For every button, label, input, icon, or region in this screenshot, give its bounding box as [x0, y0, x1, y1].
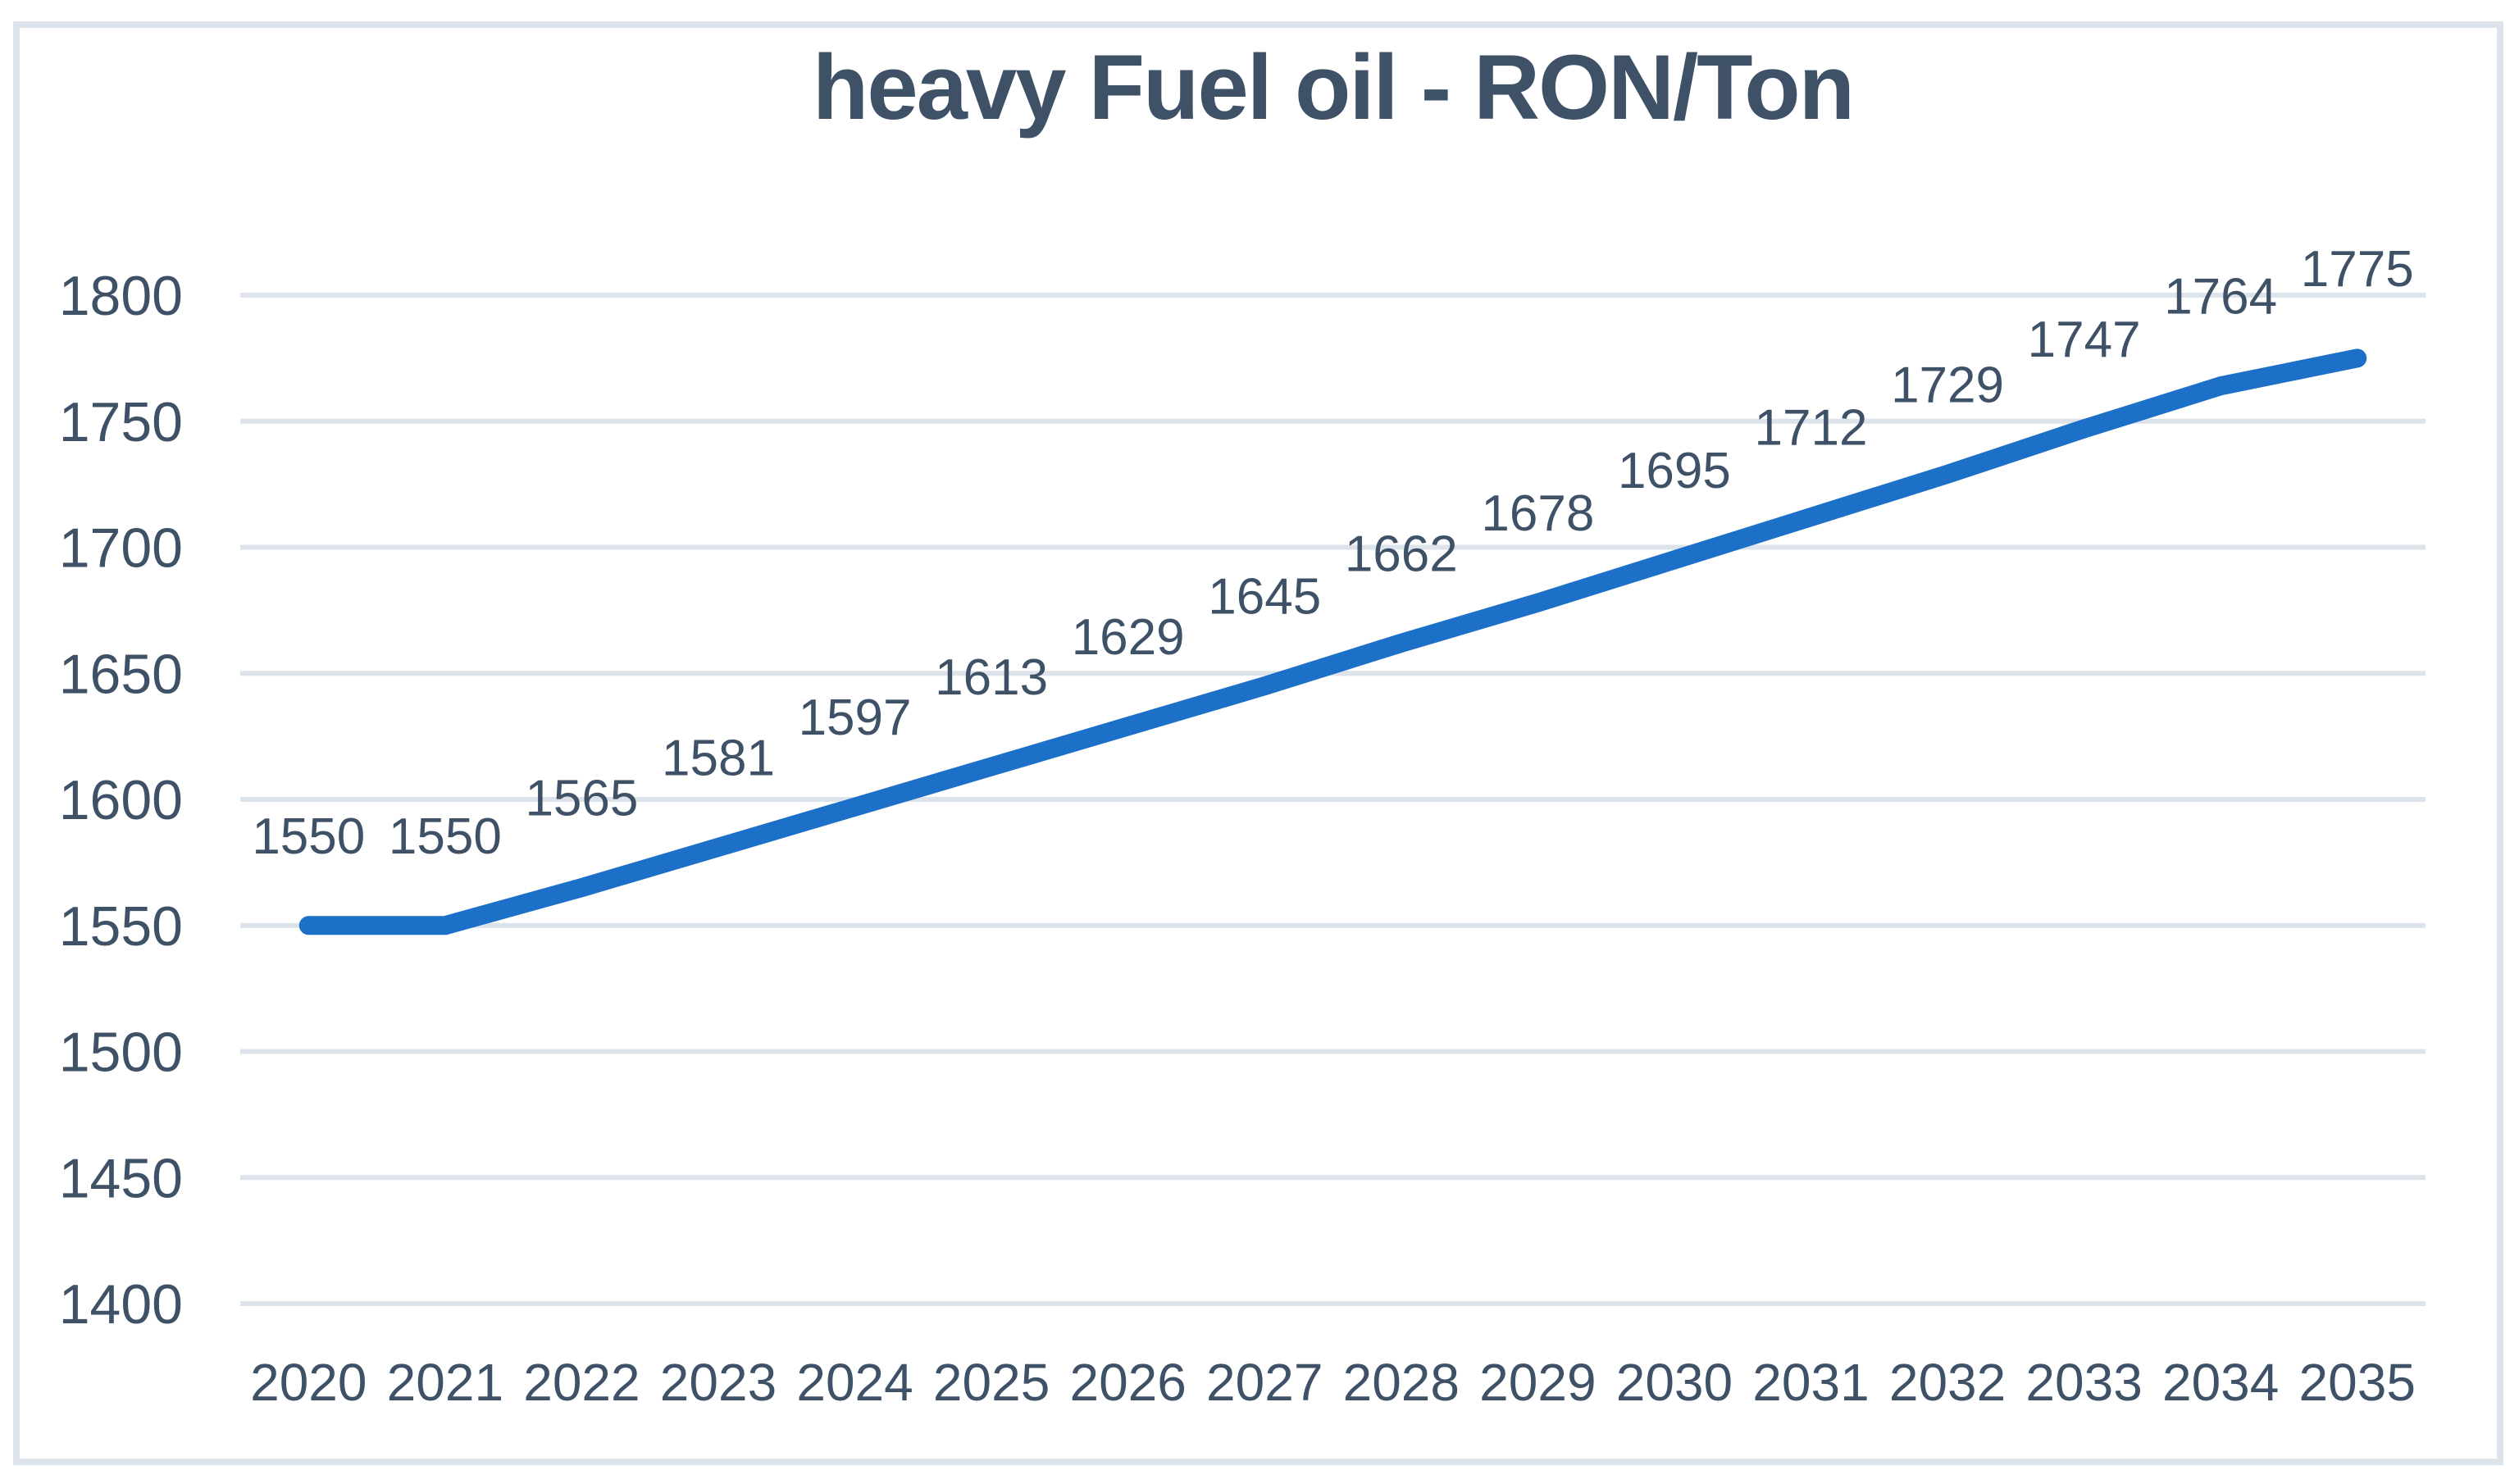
- data-point-label: 1695: [1618, 443, 1731, 499]
- data-point-label: 1550: [389, 808, 502, 865]
- x-tick-label: 2021: [387, 1353, 503, 1412]
- data-point-label: 1581: [662, 730, 775, 786]
- x-tick-label: 2026: [1069, 1353, 1186, 1412]
- data-point-label: 1662: [1345, 526, 1458, 582]
- x-tick-label: 2035: [2299, 1353, 2416, 1412]
- x-tick-label: 2029: [1479, 1353, 1596, 1412]
- data-point-label: 1712: [1755, 400, 1868, 457]
- x-tick-label: 2025: [933, 1353, 1050, 1412]
- x-tick-label: 2022: [523, 1353, 640, 1412]
- x-tick-label: 2027: [1206, 1353, 1323, 1412]
- gridlines-group: [240, 293, 2426, 1306]
- data-point-label: 1678: [1481, 485, 1594, 542]
- y-axis-tick-labels: 1800 1750 1700 1650 1600 1550 1500 1450 1400: [59, 265, 183, 1336]
- data-point-label: 1729: [1891, 357, 2004, 413]
- x-tick-label: 2031: [1752, 1353, 1869, 1412]
- x-tick-label: 2033: [2025, 1353, 2142, 1412]
- data-point-label: 1613: [935, 649, 1048, 706]
- data-labels-group: 1550 1550 1565 1581 1597 1613 1629 1645 1662 1678…: [252, 241, 2413, 865]
- data-point-label: 1775: [2301, 241, 2414, 298]
- data-point-label: 1747: [2028, 312, 2141, 368]
- data-point-label: 1565: [525, 771, 638, 827]
- y-tick-label: 1550: [59, 895, 183, 958]
- y-tick-label: 1450: [59, 1147, 183, 1209]
- y-tick-label: 1800: [59, 265, 183, 327]
- x-tick-label: 2023: [660, 1353, 777, 1412]
- chart-title: heavy Fuel oil - RON/Ton: [812, 36, 1855, 139]
- x-tick-label: 2034: [2162, 1353, 2279, 1412]
- data-point-label: 1629: [1072, 609, 1185, 666]
- x-tick-label: 2024: [796, 1353, 913, 1412]
- x-tick-label: 2020: [250, 1353, 367, 1412]
- x-tick-label: 2032: [1889, 1353, 2006, 1412]
- series-line: [298, 348, 2367, 935]
- data-point-label: 1645: [1208, 569, 1321, 626]
- data-point-label: 1597: [799, 690, 912, 746]
- y-tick-label: 1700: [59, 517, 183, 580]
- x-axis-tick-labels: 2020 2021 2022 2023 2024 2025 2026 2027 2028 2029…: [250, 1353, 2416, 1412]
- x-tick-label: 2030: [1616, 1353, 1733, 1412]
- y-tick-label: 1600: [59, 769, 183, 831]
- y-tick-label: 1650: [59, 643, 183, 705]
- x-tick-label: 2028: [1343, 1353, 1460, 1412]
- data-point-label: 1550: [252, 808, 365, 865]
- y-tick-label: 1750: [59, 391, 183, 453]
- data-point-label: 1764: [2164, 269, 2277, 325]
- y-tick-label: 1400: [59, 1273, 183, 1336]
- data-series-group: [298, 348, 2367, 935]
- y-tick-label: 1500: [59, 1022, 183, 1084]
